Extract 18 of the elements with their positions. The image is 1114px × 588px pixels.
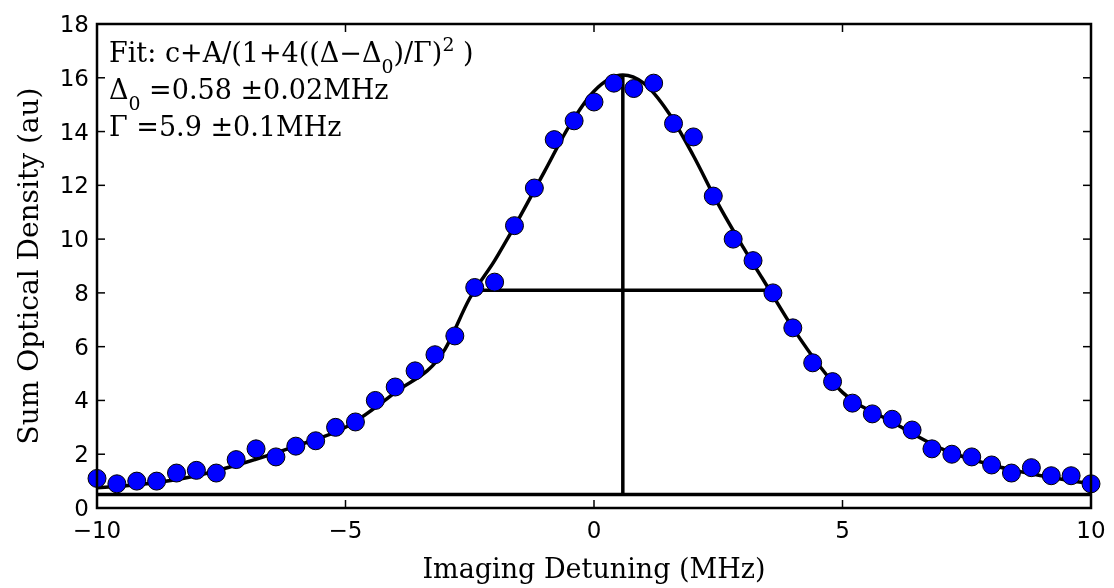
x-axis-title: Imaging Detuning (MHz) [422, 553, 766, 584]
y-tick-label: 14 [59, 118, 89, 145]
y-tick-label: 2 [74, 441, 89, 468]
y-tick-label: 4 [74, 387, 89, 414]
x-tick-label: 10 [1076, 517, 1106, 543]
x-tick-label: 0 [586, 517, 602, 543]
y-tick-label: 16 [59, 64, 89, 91]
x-tick-label: −5 [328, 517, 363, 543]
annotation: Γ =5.9 ±0.1MHz [109, 111, 342, 142]
annotation: Δ$_{0}$ =0.58 ±0.02MHz [109, 74, 389, 114]
y-tick-label: 12 [59, 172, 89, 199]
y-tick-label: 10 [59, 226, 89, 253]
y-tick-label: 18 [59, 11, 89, 37]
y-tick-label: 6 [74, 333, 89, 360]
y-axis-title: Sum Optical Density (au) [12, 87, 45, 445]
x-tick-label: 5 [835, 517, 850, 543]
annotation: Fit: c+A/(1+4((Δ−Δ$_{0}$)/Γ)$^{2}$ ) [109, 33, 474, 77]
y-tick-label: 8 [74, 279, 89, 306]
